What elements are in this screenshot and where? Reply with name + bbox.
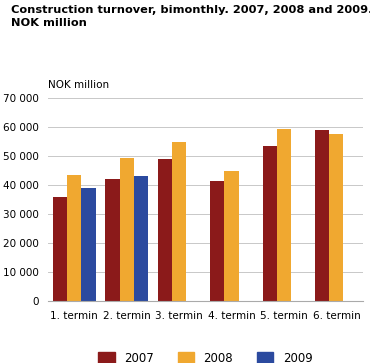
Bar — [134, 176, 148, 301]
Bar — [105, 179, 120, 301]
Text: Construction turnover, bimonthly. 2007, 2008 and 2009.
NOK million: Construction turnover, bimonthly. 2007, … — [11, 5, 370, 28]
Bar — [277, 129, 291, 301]
Bar — [225, 171, 239, 301]
Bar — [329, 134, 343, 301]
Bar — [315, 130, 329, 301]
Bar — [53, 197, 67, 301]
Bar — [210, 181, 225, 301]
Bar — [120, 158, 134, 301]
Bar — [263, 146, 277, 301]
Bar — [172, 142, 186, 301]
Legend: 2007, 2008, 2009: 2007, 2008, 2009 — [98, 352, 313, 363]
Bar — [67, 175, 81, 301]
Bar — [158, 159, 172, 301]
Bar — [81, 188, 95, 301]
Text: NOK million: NOK million — [48, 80, 109, 90]
